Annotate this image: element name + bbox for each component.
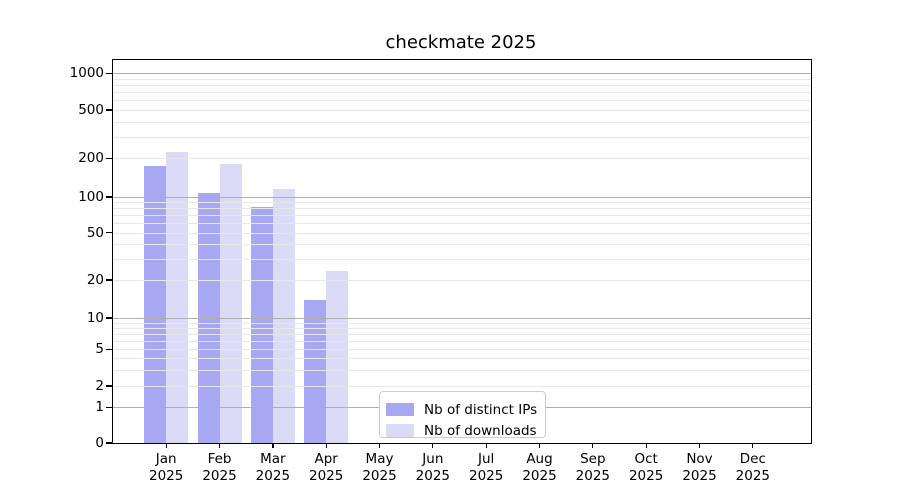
x-tick-mark-feb bbox=[218, 443, 221, 448]
legend-swatch-distinct-ips bbox=[386, 403, 414, 416]
x-tick-mark-jul bbox=[485, 443, 487, 448]
x-tick-label-feb: Feb 2025 bbox=[202, 451, 237, 484]
gridline-minor-90 bbox=[112, 202, 811, 204]
y-tick-label-100: 100 bbox=[78, 189, 104, 205]
y-tick-mark-500 bbox=[105, 109, 113, 111]
x-tick-mark-sep bbox=[592, 443, 594, 448]
gridline-minor-2 bbox=[112, 386, 811, 387]
y-tick-label-5: 5 bbox=[95, 341, 104, 358]
bar-apr-downloads bbox=[326, 270, 349, 443]
gridline-minor-7 bbox=[112, 334, 811, 336]
x-tick-label-apr: Apr 2025 bbox=[309, 451, 344, 484]
y-tick-label-1: 1 bbox=[95, 399, 104, 416]
chart-title: checkmate 2025 bbox=[385, 32, 537, 53]
gridline-minor-800 bbox=[112, 85, 811, 87]
gridline-minor-60 bbox=[112, 223, 811, 225]
x-tick-label-oct: Oct 2025 bbox=[628, 451, 664, 484]
y-tick-mark-0 bbox=[105, 442, 113, 444]
plot-area bbox=[111, 59, 812, 444]
legend-label-downloads: Nb of downloads bbox=[424, 422, 537, 439]
x-tick-mark-apr bbox=[325, 443, 327, 448]
gridline-minor-50 bbox=[112, 232, 811, 234]
y-tick-mark-10 bbox=[105, 317, 113, 319]
x-tick-mark-may bbox=[378, 443, 381, 448]
gridline-minor-70 bbox=[112, 215, 811, 217]
x-tick-label-jul: Jul 2025 bbox=[468, 451, 504, 484]
legend-item-downloads: Nb of downloads bbox=[386, 420, 545, 441]
y-tick-mark-50 bbox=[105, 232, 113, 234]
x-tick-mark-oct bbox=[645, 443, 647, 448]
y-tick-mark-100 bbox=[105, 196, 113, 198]
x-tick-mark-jun bbox=[432, 443, 434, 448]
y-tick-mark-20 bbox=[105, 279, 113, 281]
gridline-minor-400 bbox=[112, 121, 811, 123]
x-tick-mark-dec bbox=[752, 443, 754, 448]
legend: Nb of distinct IPs Nb of downloads bbox=[379, 391, 546, 441]
gridline-major-10 bbox=[112, 318, 811, 319]
gridline-major-100 bbox=[112, 197, 811, 198]
y-tick-label-20: 20 bbox=[86, 272, 104, 288]
gridline-minor-8 bbox=[112, 328, 811, 330]
gridline-minor-6 bbox=[112, 341, 811, 343]
x-tick-label-jan: Jan 2025 bbox=[149, 451, 184, 484]
bar-mar-downloads bbox=[272, 189, 295, 443]
legend-swatch-downloads bbox=[386, 424, 414, 437]
y-tick-label-500: 500 bbox=[78, 102, 104, 118]
y-tick-mark-1 bbox=[105, 406, 113, 408]
legend-label-distinct-ips: Nb of distinct IPs bbox=[424, 401, 538, 418]
gridline-major-1000 bbox=[112, 73, 811, 75]
bars-layer bbox=[113, 60, 811, 443]
y-tick-label-1000: 1000 bbox=[69, 65, 104, 82]
x-tick-label-nov: Nov 2025 bbox=[682, 451, 717, 484]
x-tick-label-mar: Mar 2025 bbox=[255, 451, 291, 484]
gridline-minor-600 bbox=[112, 100, 811, 102]
bar-jan-distinct-ips bbox=[144, 166, 167, 443]
x-tick-label-dec: Dec 2025 bbox=[735, 451, 770, 484]
x-tick-label-aug: Aug 2025 bbox=[522, 451, 557, 484]
x-tick-mark-aug bbox=[538, 443, 541, 448]
gridline-minor-200 bbox=[112, 158, 811, 160]
y-tick-label-10: 10 bbox=[86, 310, 104, 326]
y-tick-mark-2 bbox=[105, 385, 113, 387]
gridline-minor-80 bbox=[112, 208, 811, 210]
bar-apr-distinct-ips bbox=[304, 299, 327, 443]
grid-layer bbox=[112, 60, 811, 443]
y-tick-mark-1000 bbox=[105, 72, 113, 74]
y-tick-mark-5 bbox=[105, 348, 113, 350]
x-tick-mark-nov bbox=[698, 443, 701, 448]
y-tick-label-0: 0 bbox=[95, 435, 104, 451]
gridline-minor-9 bbox=[112, 322, 811, 324]
y-tick-label-200: 200 bbox=[78, 150, 104, 167]
y-tick-label-2: 2 bbox=[95, 378, 104, 394]
gridline-minor-700 bbox=[112, 92, 811, 94]
legend-item-distinct-ips: Nb of distinct IPs bbox=[386, 399, 545, 420]
gridline-minor-500 bbox=[112, 110, 811, 111]
y-tick-mark-200 bbox=[105, 157, 113, 159]
y-tick-label-50: 50 bbox=[86, 224, 104, 241]
gridline-minor-20 bbox=[112, 280, 811, 281]
x-tick-mark-jan bbox=[165, 443, 167, 448]
gridline-minor-900 bbox=[112, 78, 811, 80]
gridline-minor-40 bbox=[112, 244, 811, 246]
gridline-minor-30 bbox=[112, 259, 811, 261]
x-tick-label-may: May 2025 bbox=[362, 451, 397, 484]
x-tick-label-jun: Jun 2025 bbox=[415, 451, 451, 484]
x-tick-mark-mar bbox=[272, 443, 274, 448]
gridline-minor-3 bbox=[112, 369, 811, 371]
gridline-minor-4 bbox=[112, 358, 811, 360]
gridline-minor-5 bbox=[112, 349, 811, 351]
gridline-minor-300 bbox=[112, 136, 811, 138]
bar-mar-distinct-ips bbox=[250, 207, 273, 443]
x-tick-label-sep: Sep 2025 bbox=[575, 451, 610, 484]
